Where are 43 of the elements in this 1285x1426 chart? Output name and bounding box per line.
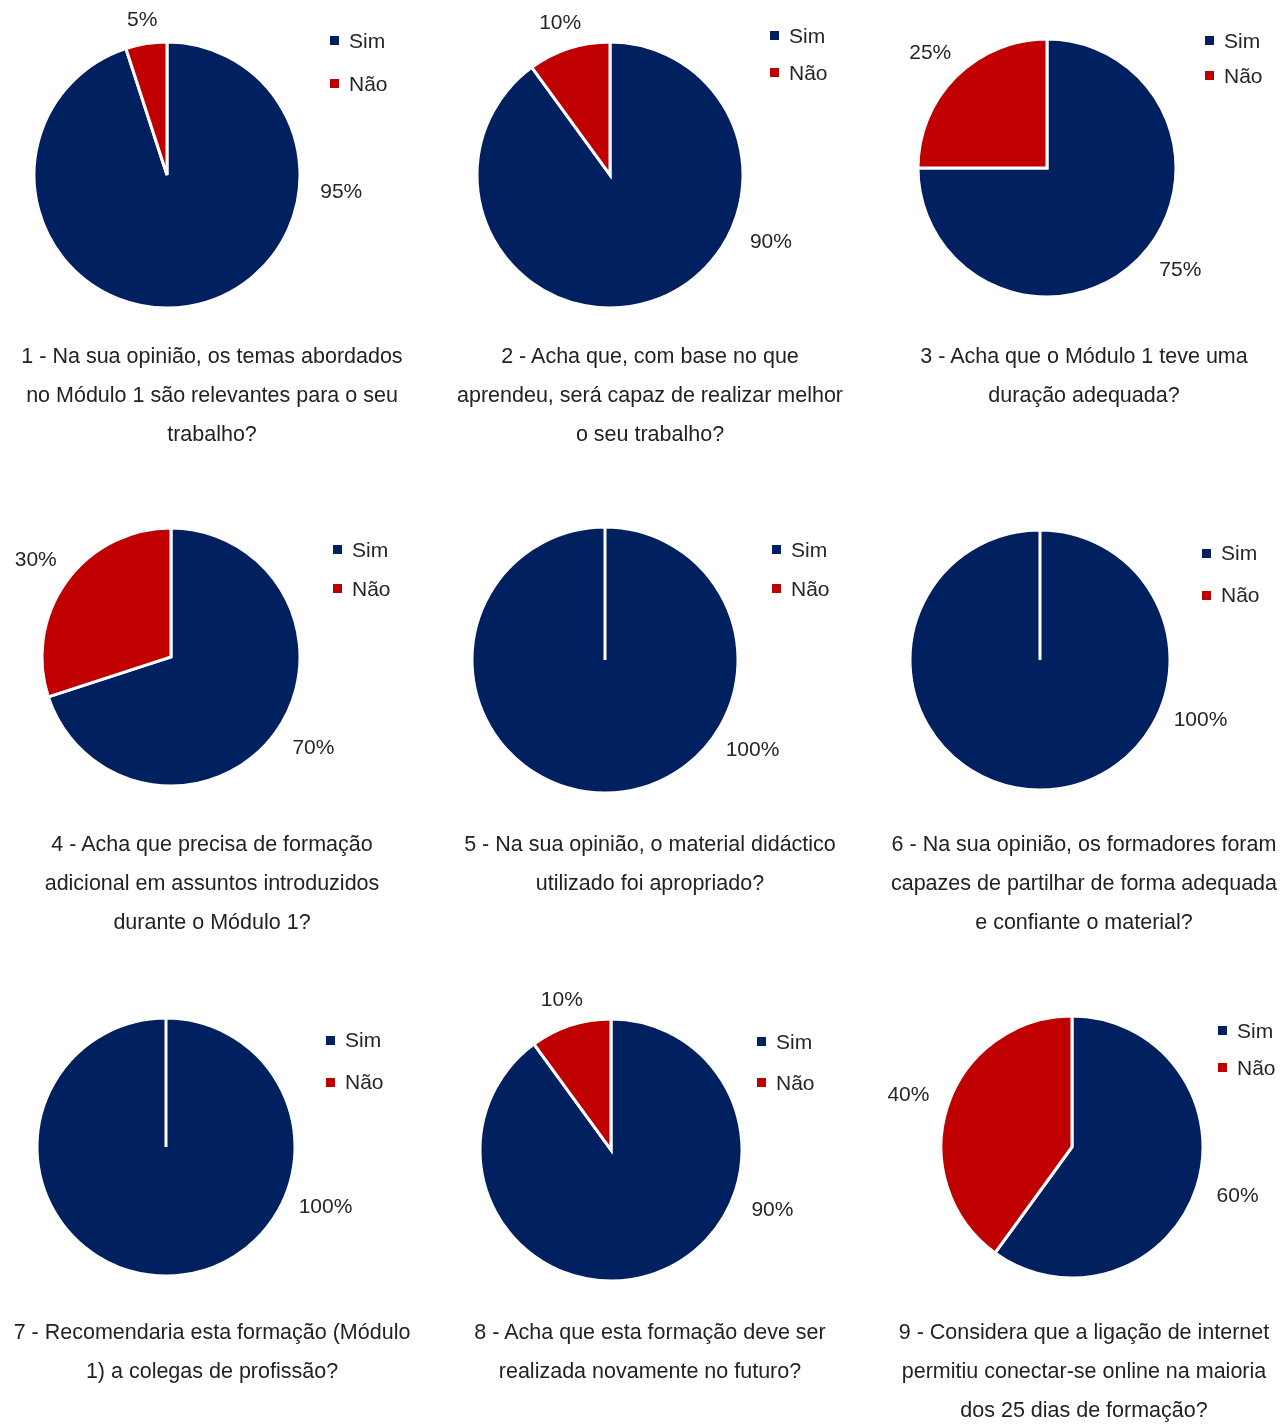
- legend-label: Não: [1224, 62, 1263, 89]
- legend-label: Sim: [352, 536, 389, 563]
- legend-label: Não: [1221, 582, 1260, 608]
- text: 8 - Acha que esta formação deve ser realizada novamente no futuro?: [473, 1319, 827, 1385]
- data-label: 25%: [909, 39, 952, 63]
- data-label: 95%: [320, 178, 363, 202]
- text: 9 - Considera que a ligação de internet permitiu conectar-se online na maioria dos 25 dias de formação?: [897, 1319, 1271, 1424]
- legend-label: Sim: [791, 536, 828, 563]
- data-label: 60%: [1216, 1182, 1259, 1206]
- data-label: 100%: [725, 737, 780, 761]
- text: 6 - Na sua opinião, os formadores foram capazes de partilhar de forma adequada e confiante o material?: [889, 831, 1279, 936]
- data-label: 70%: [292, 734, 335, 758]
- legend-label: Sim: [1224, 27, 1261, 54]
- text: 1 - Na sua opinião, os temas abordados no Módulo 1 são relevantes para o seu trabalho?: [20, 343, 404, 448]
- data-label: 30%: [14, 547, 57, 571]
- legend-label: Não: [789, 59, 828, 86]
- data-label: 5%: [127, 7, 158, 31]
- text: 2 - Acha que, com base no que aprendeu, será capaz de realizar melhor o seu trabalho?: [456, 343, 844, 448]
- legend-label: Sim: [1221, 540, 1258, 566]
- data-label: 100%: [1173, 706, 1228, 730]
- data-label: 90%: [751, 1197, 794, 1221]
- data-label: 10%: [539, 10, 582, 34]
- data-label: 10%: [540, 987, 583, 1011]
- legend-label: Não: [349, 70, 388, 97]
- text: 4 - Acha que precisa de formação adicional em assuntos introduzidos durante o Módulo 1?: [43, 831, 381, 936]
- legend-label: Sim: [789, 22, 826, 49]
- legend-label: Sim: [345, 1027, 382, 1053]
- pie-slice: [32, 40, 302, 310]
- legend-label: Não: [1237, 1054, 1276, 1081]
- data-label: 100%: [298, 1193, 353, 1217]
- data-label: 75%: [1159, 256, 1202, 280]
- legend-label: Sim: [1237, 1017, 1274, 1044]
- data-label: 90%: [749, 228, 792, 252]
- text: 5 - Na sua opinião, o material didáctico utilizado foi apropriado?: [463, 831, 837, 897]
- legend-label: Não: [352, 575, 391, 602]
- legend-label: Não: [345, 1069, 384, 1095]
- text: 3 - Acha que o Módulo 1 teve uma duração adequada?: [919, 343, 1249, 409]
- legend-label: Sim: [776, 1028, 813, 1055]
- legend-label: Não: [776, 1069, 815, 1096]
- legend-label: Não: [791, 575, 830, 602]
- legend-label: Sim: [349, 27, 386, 54]
- data-label: 40%: [887, 1082, 930, 1106]
- text: 7 - Recomendaria esta formação (Módulo 1) a colegas de profissão?: [12, 1319, 412, 1385]
